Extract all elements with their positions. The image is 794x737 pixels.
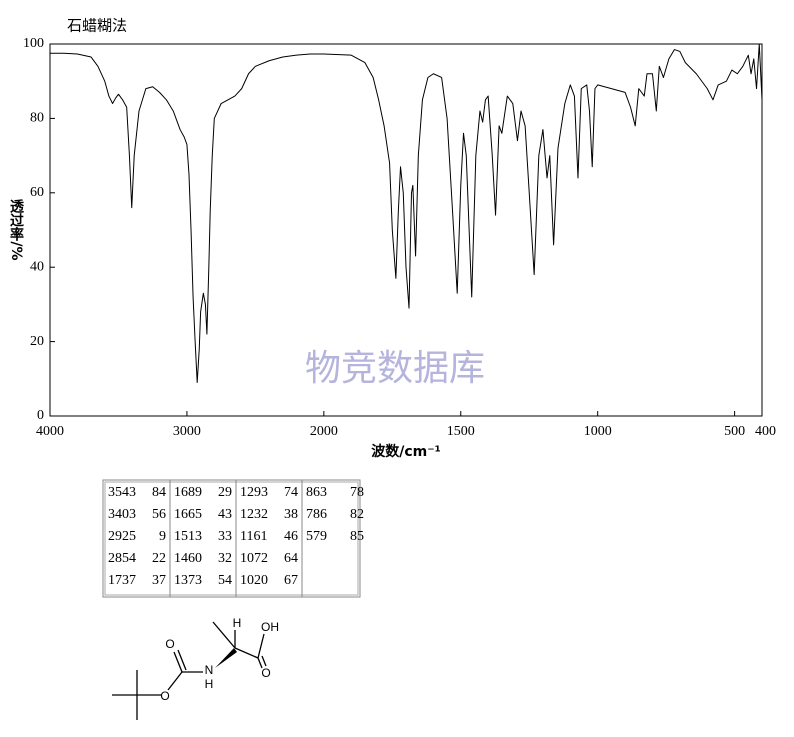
peak-table: 3543 84 3403 56 2925 9 2854 22 1737 37 1689 29 1665 4… — [102, 479, 364, 598]
table-cell: 1513 — [174, 529, 202, 544]
table-cell: 1072 — [240, 551, 268, 566]
x-tick-label: 3000 — [173, 424, 201, 439]
table-cell: 43 — [218, 507, 232, 522]
table-cell: 54 — [218, 573, 232, 588]
table-cell: 1232 — [240, 507, 268, 522]
table-cell: 1737 — [108, 573, 136, 588]
chart-title: 石蜡糊法 — [67, 17, 127, 35]
bond — [234, 647, 259, 659]
bond — [177, 649, 187, 671]
table-cell: 1293 — [240, 485, 268, 500]
table-cell: 1373 — [174, 573, 202, 588]
bond — [212, 621, 236, 649]
atom-label: H — [233, 616, 242, 630]
y-tick-label: 60 — [30, 185, 44, 200]
table-cell: 1460 — [174, 551, 202, 566]
watermark: 物竞数据库 — [305, 348, 485, 389]
bond — [257, 633, 265, 659]
table-cell: 1020 — [240, 573, 268, 588]
atom-label: H — [205, 677, 214, 691]
table-cell: 33 — [218, 529, 232, 544]
y-tick-label: 100 — [23, 36, 44, 51]
x-tick-label: 1000 — [584, 424, 612, 439]
y-tick-label: 40 — [30, 259, 44, 274]
table-cell: 1689 — [174, 485, 202, 500]
x-tick-label: 500 — [724, 424, 745, 439]
bond — [173, 651, 183, 673]
table-cell: 84 — [152, 485, 166, 500]
x-tick-label: 4000 — [36, 424, 64, 439]
table-cell: 46 — [284, 529, 298, 544]
table-cell: 1161 — [240, 529, 267, 544]
table-cell: 67 — [284, 573, 298, 588]
table-cell: 579 — [306, 529, 327, 544]
table-cell: 3543 — [108, 485, 136, 500]
table-cell: 32 — [218, 551, 232, 566]
table-border — [104, 481, 359, 596]
table-cell: 9 — [159, 529, 166, 544]
atom-label: OH — [261, 620, 279, 634]
atom-label: O — [261, 666, 270, 680]
table-cell: 22 — [152, 551, 166, 566]
table-cell: 786 — [306, 507, 327, 522]
molecule: H OH O N H O O — [112, 616, 279, 720]
y-axis-label: 透过率/% — [8, 199, 24, 260]
y-tick-label: 20 — [30, 334, 44, 349]
x-tick-label: 1500 — [447, 424, 475, 439]
bond — [257, 657, 263, 669]
y-tick-label: 0 — [37, 408, 44, 423]
table-cell: 74 — [284, 485, 298, 500]
table-cell: 1665 — [174, 507, 202, 522]
table-cell: 56 — [152, 507, 166, 522]
table-border — [102, 479, 361, 598]
atom-label: O — [160, 689, 169, 703]
plot-frame — [49, 43, 763, 417]
table-cell: 37 — [152, 573, 166, 588]
table-cell: 38 — [284, 507, 298, 522]
x-axis-label: 波数/cm⁻¹ — [371, 443, 441, 460]
atom-label: O — [165, 637, 174, 651]
wedge-bond — [215, 648, 237, 668]
x-tick-label: 400 — [755, 424, 776, 439]
table-cell: 863 — [306, 485, 327, 500]
table-cell: 29 — [218, 485, 232, 500]
table-cell: 85 — [350, 529, 364, 544]
bond — [167, 671, 183, 691]
table-cell: 3403 — [108, 507, 136, 522]
bond — [261, 655, 267, 667]
table-cell: 78 — [350, 485, 364, 500]
atom-label: N — [205, 663, 214, 677]
table-cell: 2854 — [108, 551, 136, 566]
table-cell: 64 — [284, 551, 298, 566]
table-cell: 82 — [350, 507, 364, 522]
x-tick-label: 2000 — [310, 424, 338, 439]
table-cell: 2925 — [108, 529, 136, 544]
spectrum-line — [50, 43, 763, 384]
y-tick-label: 80 — [30, 111, 44, 126]
